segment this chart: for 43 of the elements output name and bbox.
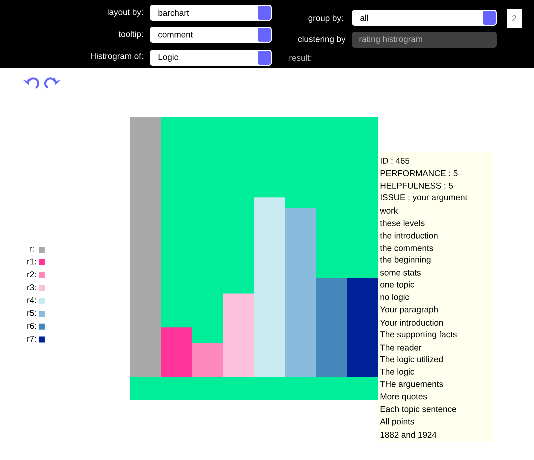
text: Logic bbox=[158, 54, 178, 62]
legend-label: r6: bbox=[28, 323, 36, 330]
text: one topic bbox=[380, 282, 414, 290]
text: these levels bbox=[380, 220, 425, 226]
text: THe arguements bbox=[380, 381, 444, 389]
text: work bbox=[380, 208, 398, 214]
text: ISSUE : your argument bbox=[380, 194, 468, 202]
text: no logic bbox=[380, 294, 410, 302]
text: some stats bbox=[380, 270, 421, 276]
legend-label: r: bbox=[30, 247, 34, 252]
text: the comments bbox=[380, 245, 434, 252]
text: Your introduction bbox=[380, 320, 444, 326]
text: the introduction bbox=[380, 232, 438, 239]
text: 2 bbox=[512, 16, 516, 22]
text: HELPFULNESS : 5 bbox=[380, 182, 454, 189]
text: clustering by bbox=[298, 36, 346, 44]
text: tooltip: bbox=[118, 31, 144, 39]
text: rating histrogram bbox=[360, 36, 422, 44]
text: group by: bbox=[308, 15, 344, 23]
text: The reader bbox=[380, 344, 422, 351]
legend-label: r2: bbox=[28, 272, 36, 278]
text: the beginning bbox=[380, 256, 431, 265]
text: All points bbox=[380, 418, 414, 426]
text: Each topic sentence bbox=[380, 406, 456, 414]
text: layout by: bbox=[108, 9, 144, 17]
text: barchart bbox=[158, 10, 190, 16]
text: 1882 and 1924 bbox=[380, 432, 437, 438]
text: The supporting facts bbox=[380, 331, 457, 340]
legend-label: r3: bbox=[28, 284, 36, 291]
legend-label: r1: bbox=[28, 258, 36, 265]
text: The logic bbox=[380, 368, 414, 377]
text: Your paragraph bbox=[380, 306, 438, 314]
legend-label: r7: bbox=[28, 336, 36, 342]
legend-label: r5: bbox=[28, 310, 36, 316]
text: result: bbox=[290, 54, 312, 62]
text: ID : 465 bbox=[380, 158, 410, 164]
text: Histrogram of: bbox=[91, 53, 144, 61]
text: The logic utilized bbox=[380, 356, 443, 364]
text: comment bbox=[158, 32, 194, 38]
text: PERFORMANCE : 5 bbox=[380, 170, 458, 176]
text: all bbox=[360, 14, 368, 22]
legend-label: r4: bbox=[28, 297, 36, 304]
text: More quotes bbox=[380, 394, 428, 402]
